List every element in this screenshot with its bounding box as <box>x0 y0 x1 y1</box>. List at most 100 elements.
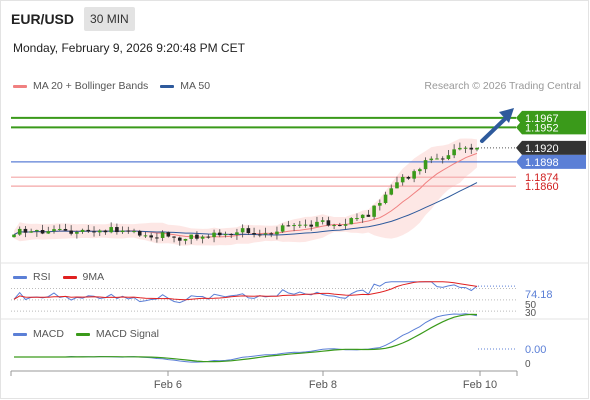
candle <box>275 231 279 235</box>
candle <box>423 160 428 170</box>
candle <box>440 158 445 160</box>
legend-item-ma20: MA 20 + Bollinger Bands <box>13 80 148 92</box>
candle <box>109 227 113 233</box>
candle <box>35 230 39 232</box>
candle <box>206 236 211 238</box>
candle <box>349 218 354 225</box>
candle <box>195 234 199 239</box>
legend-swatch <box>62 275 77 279</box>
legend-item-rsi: RSI <box>13 271 51 283</box>
support-price-label: 1.1874 <box>525 172 559 184</box>
candle <box>86 229 91 232</box>
ma50-line <box>13 182 478 236</box>
price-tag-label: 1.1898 <box>525 157 559 169</box>
main-legend: MA 20 + Bollinger Bands MA 50 <box>13 80 222 92</box>
candle <box>160 232 165 238</box>
candle <box>326 220 331 226</box>
credit-label: Research © 2026 Trading Central <box>424 80 581 92</box>
candle <box>97 230 102 233</box>
legend-label: MACD <box>33 328 64 340</box>
candle <box>252 233 256 235</box>
candle <box>338 225 342 227</box>
x-tick-label: Feb 10 <box>463 379 497 391</box>
moving-averages <box>13 152 478 238</box>
candle <box>29 231 33 233</box>
candle <box>200 236 205 239</box>
bollinger-band-fill <box>14 138 477 246</box>
candle <box>126 230 131 232</box>
price-tag-label: 1.1920 <box>525 143 559 155</box>
candle <box>80 229 85 232</box>
candle <box>280 225 285 232</box>
rsi-9ma-line <box>13 281 478 301</box>
candle <box>446 155 451 159</box>
candle <box>137 231 142 236</box>
candle <box>343 224 348 226</box>
trend-arrow <box>480 108 514 143</box>
candle <box>435 158 439 160</box>
chart-header: EUR/USD 30 MIN <box>11 7 135 31</box>
candle <box>57 228 62 230</box>
candle <box>332 225 336 227</box>
candle <box>17 228 22 235</box>
candle <box>383 194 388 203</box>
candle <box>12 234 16 238</box>
candle <box>406 176 411 179</box>
candle <box>52 229 56 232</box>
rsi-tick-label: 50 <box>525 300 537 311</box>
candle <box>69 230 73 234</box>
trend-arrow-shaft <box>480 114 510 143</box>
candle <box>75 231 79 234</box>
legend-swatch <box>13 332 27 336</box>
candle <box>475 147 479 150</box>
candle <box>292 225 296 227</box>
support-price-label: 1.1860 <box>525 181 559 193</box>
candle <box>286 225 291 227</box>
legend-label: MACD Signal <box>95 328 159 340</box>
candle <box>229 234 234 236</box>
candle <box>315 221 319 227</box>
legend-swatch <box>13 275 27 279</box>
price-tag-label: 1.1952 <box>525 122 559 134</box>
candle <box>212 232 216 238</box>
current-price-tag <box>516 140 586 155</box>
bollinger-bands <box>14 138 477 246</box>
timeframe-badge[interactable]: 30 MIN <box>84 7 135 31</box>
candle <box>298 224 302 226</box>
rsi-legend: RSI 9MA <box>13 271 116 283</box>
pivot-price-tag <box>516 154 586 169</box>
candle <box>246 228 251 234</box>
candle <box>120 230 125 233</box>
candle <box>40 230 45 234</box>
candle <box>46 231 51 234</box>
macd-line <box>14 313 478 363</box>
candle <box>92 231 96 233</box>
legend-item-macd: MACD <box>13 328 64 340</box>
candle <box>412 171 416 179</box>
candle <box>177 237 182 241</box>
candle <box>378 202 382 206</box>
candle <box>143 235 148 237</box>
trend-arrow-head <box>499 108 514 123</box>
candle <box>463 147 468 149</box>
candle <box>269 233 274 235</box>
candle <box>263 233 268 235</box>
price-tag-label: 1.1967 <box>525 113 559 125</box>
candle <box>389 188 394 195</box>
legend-item-macd-signal: MACD Signal <box>75 328 159 340</box>
candle <box>360 214 365 219</box>
legend-item-rsi-9ma: 9MA <box>62 271 104 283</box>
macd-signal-line <box>14 313 478 363</box>
candle <box>235 232 239 235</box>
symbol-title[interactable]: EUR/USD <box>11 11 75 27</box>
candle <box>132 231 136 233</box>
price-levels <box>11 116 516 187</box>
candle <box>320 220 325 222</box>
rsi-value-label: 74.18 <box>525 289 553 301</box>
target-price-tag <box>516 120 586 135</box>
macd-tick-label: 0 <box>525 359 531 370</box>
candle <box>189 234 193 239</box>
